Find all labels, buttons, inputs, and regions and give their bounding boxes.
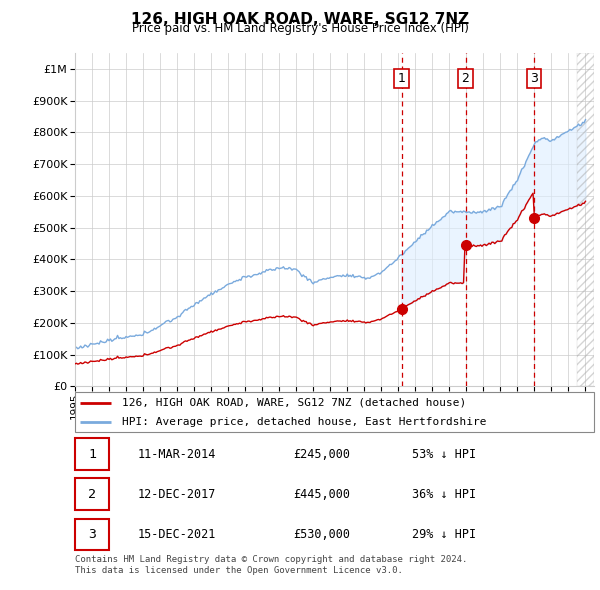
Text: 3: 3	[88, 528, 96, 541]
Text: HPI: Average price, detached house, East Hertfordshire: HPI: Average price, detached house, East…	[122, 417, 486, 427]
Text: 3: 3	[530, 72, 538, 85]
FancyBboxPatch shape	[75, 438, 109, 470]
Text: 53% ↓ HPI: 53% ↓ HPI	[412, 448, 476, 461]
Text: Contains HM Land Registry data © Crown copyright and database right 2024.
This d: Contains HM Land Registry data © Crown c…	[75, 555, 467, 575]
Text: 12-DEC-2017: 12-DEC-2017	[137, 488, 215, 501]
Text: 15-DEC-2021: 15-DEC-2021	[137, 528, 215, 541]
Text: 126, HIGH OAK ROAD, WARE, SG12 7NZ (detached house): 126, HIGH OAK ROAD, WARE, SG12 7NZ (deta…	[122, 398, 466, 408]
Text: Price paid vs. HM Land Registry's House Price Index (HPI): Price paid vs. HM Land Registry's House …	[131, 22, 469, 35]
FancyBboxPatch shape	[75, 478, 109, 510]
Text: £445,000: £445,000	[293, 488, 350, 501]
Text: 29% ↓ HPI: 29% ↓ HPI	[412, 528, 476, 541]
FancyBboxPatch shape	[75, 392, 594, 432]
Text: 126, HIGH OAK ROAD, WARE, SG12 7NZ: 126, HIGH OAK ROAD, WARE, SG12 7NZ	[131, 12, 469, 27]
Text: 1: 1	[398, 72, 406, 85]
Text: 11-MAR-2014: 11-MAR-2014	[137, 448, 215, 461]
Text: 2: 2	[88, 488, 96, 501]
FancyBboxPatch shape	[75, 519, 109, 550]
Text: £245,000: £245,000	[293, 448, 350, 461]
Text: £530,000: £530,000	[293, 528, 350, 541]
Text: 2: 2	[461, 72, 469, 85]
Text: 36% ↓ HPI: 36% ↓ HPI	[412, 488, 476, 501]
Text: 1: 1	[88, 448, 96, 461]
